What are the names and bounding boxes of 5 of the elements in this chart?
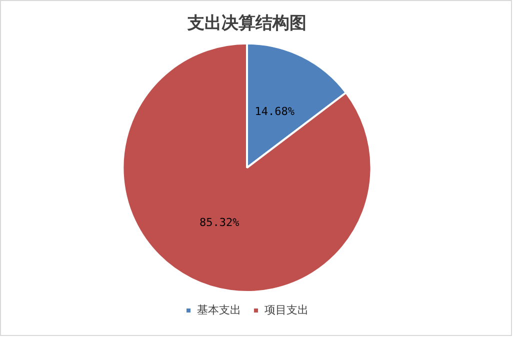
legend-label: 基本支出	[197, 303, 241, 316]
data-label: 85.32%	[199, 216, 240, 230]
chart-title: 支出决算结构图	[186, 14, 306, 34]
data-label: 14.68%	[254, 104, 295, 118]
legend-label: 项目支出	[264, 303, 308, 316]
